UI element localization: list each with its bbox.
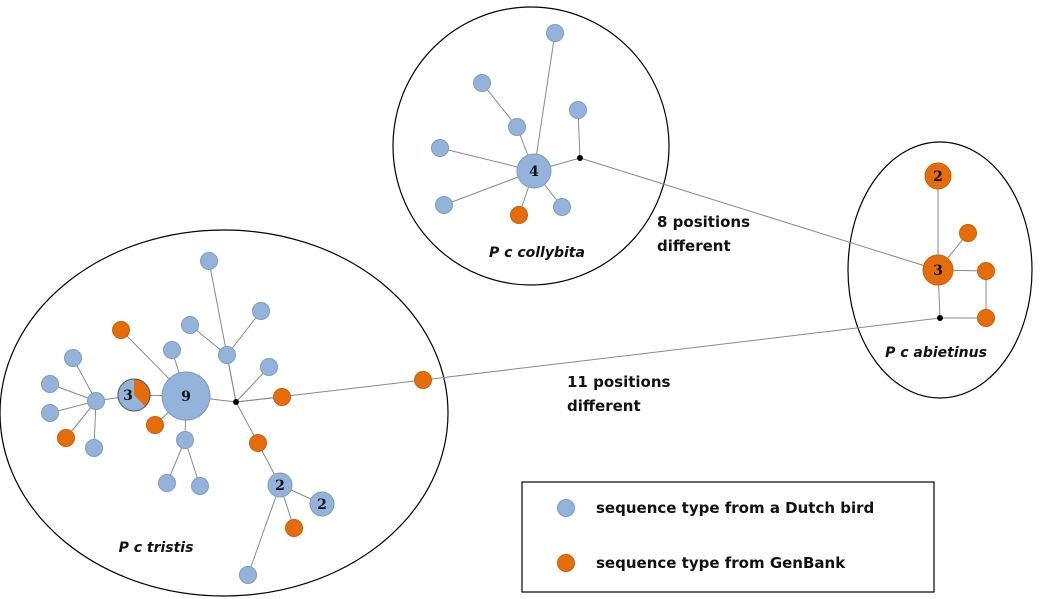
genbank-node bbox=[249, 434, 267, 452]
node-count-abietinus-center: 3 bbox=[933, 263, 943, 279]
dutch-node bbox=[473, 74, 491, 92]
dutch-node bbox=[181, 316, 199, 334]
genbank-node bbox=[273, 388, 291, 406]
hub-point-tristis bbox=[233, 399, 239, 405]
group-label-collybita: P c collybita bbox=[489, 245, 585, 261]
annotation-8-positions-line2: different bbox=[657, 237, 731, 255]
legend-genbank-label: sequence type from GenBank bbox=[596, 554, 846, 572]
genbank-node-abietinus-top bbox=[924, 162, 952, 190]
dutch-node bbox=[431, 139, 449, 157]
dutch-node-tristis-main bbox=[161, 371, 211, 421]
legend: sequence type from a Dutch bird sequence… bbox=[521, 481, 935, 593]
dutch-node bbox=[85, 439, 103, 457]
node-count-tristis-right: 2 bbox=[317, 497, 327, 513]
node-count-abietinus-top: 2 bbox=[933, 169, 943, 185]
dutch-node bbox=[569, 101, 587, 119]
hub-point-collybita bbox=[577, 155, 583, 161]
genbank-node bbox=[977, 309, 995, 327]
dutch-node bbox=[200, 252, 218, 270]
dutch-node-tristis-mid bbox=[267, 472, 293, 498]
edges-tristis bbox=[49, 260, 424, 576]
group-ellipse-collybita bbox=[392, 6, 670, 286]
nodes-abietinus: 2 3 bbox=[922, 162, 995, 327]
dutch-node bbox=[191, 477, 209, 495]
dutch-node bbox=[508, 118, 526, 136]
node-count-tristis-main: 9 bbox=[181, 389, 191, 405]
annotation-11-positions: 11 positions bbox=[567, 373, 671, 391]
dutch-node bbox=[163, 341, 181, 359]
legend-dutch-swatch bbox=[557, 499, 575, 517]
edges-collybita bbox=[439, 32, 939, 271]
legend-box bbox=[521, 481, 935, 593]
dutch-node bbox=[252, 302, 270, 320]
hub-point-abietinus bbox=[937, 315, 943, 321]
annotation-8-positions: 8 positions bbox=[657, 213, 750, 231]
nodes-tristis: 3 9 2 2 bbox=[41, 252, 432, 584]
legend-dutch-label: sequence type from a Dutch bird bbox=[596, 499, 874, 517]
dutch-node bbox=[260, 358, 278, 376]
genbank-node-abietinus-center bbox=[922, 254, 954, 286]
node-count-tristis-mixed: 3 bbox=[123, 388, 133, 404]
dutch-node bbox=[87, 392, 105, 410]
group-label-abietinus: P c abietinus bbox=[885, 345, 987, 361]
dutch-node bbox=[546, 24, 564, 42]
genbank-node bbox=[146, 416, 164, 434]
dutch-node bbox=[41, 375, 59, 393]
nodes-collybita: 4 bbox=[431, 24, 587, 224]
genbank-node bbox=[112, 321, 130, 339]
dutch-node bbox=[158, 474, 176, 492]
genbank-node bbox=[414, 371, 432, 389]
group-ellipse-abietinus bbox=[847, 141, 1033, 399]
group-ellipse-tristis bbox=[0, 229, 449, 597]
dutch-node bbox=[435, 196, 453, 214]
dutch-node bbox=[41, 404, 59, 422]
genbank-node bbox=[57, 429, 75, 447]
genbank-node bbox=[959, 224, 977, 242]
dutch-node bbox=[176, 431, 194, 449]
genbank-node bbox=[510, 206, 528, 224]
node-count-collybita-center: 4 bbox=[529, 164, 539, 180]
genbank-node bbox=[285, 519, 303, 537]
dutch-node-tristis-right bbox=[309, 491, 335, 517]
node-count-tristis-mid: 2 bbox=[275, 478, 285, 494]
group-label-tristis: P c tristis bbox=[119, 540, 194, 556]
mixed-node-tristis: 3 bbox=[117, 378, 151, 412]
dutch-node bbox=[553, 198, 571, 216]
dutch-node-collybita-center bbox=[516, 153, 552, 189]
dutch-node bbox=[64, 349, 82, 367]
dutch-node bbox=[239, 566, 257, 584]
annotation-11-positions-line2: different bbox=[567, 397, 641, 415]
legend-genbank-swatch bbox=[557, 554, 575, 572]
genbank-node bbox=[977, 262, 995, 280]
dutch-node bbox=[218, 346, 236, 364]
